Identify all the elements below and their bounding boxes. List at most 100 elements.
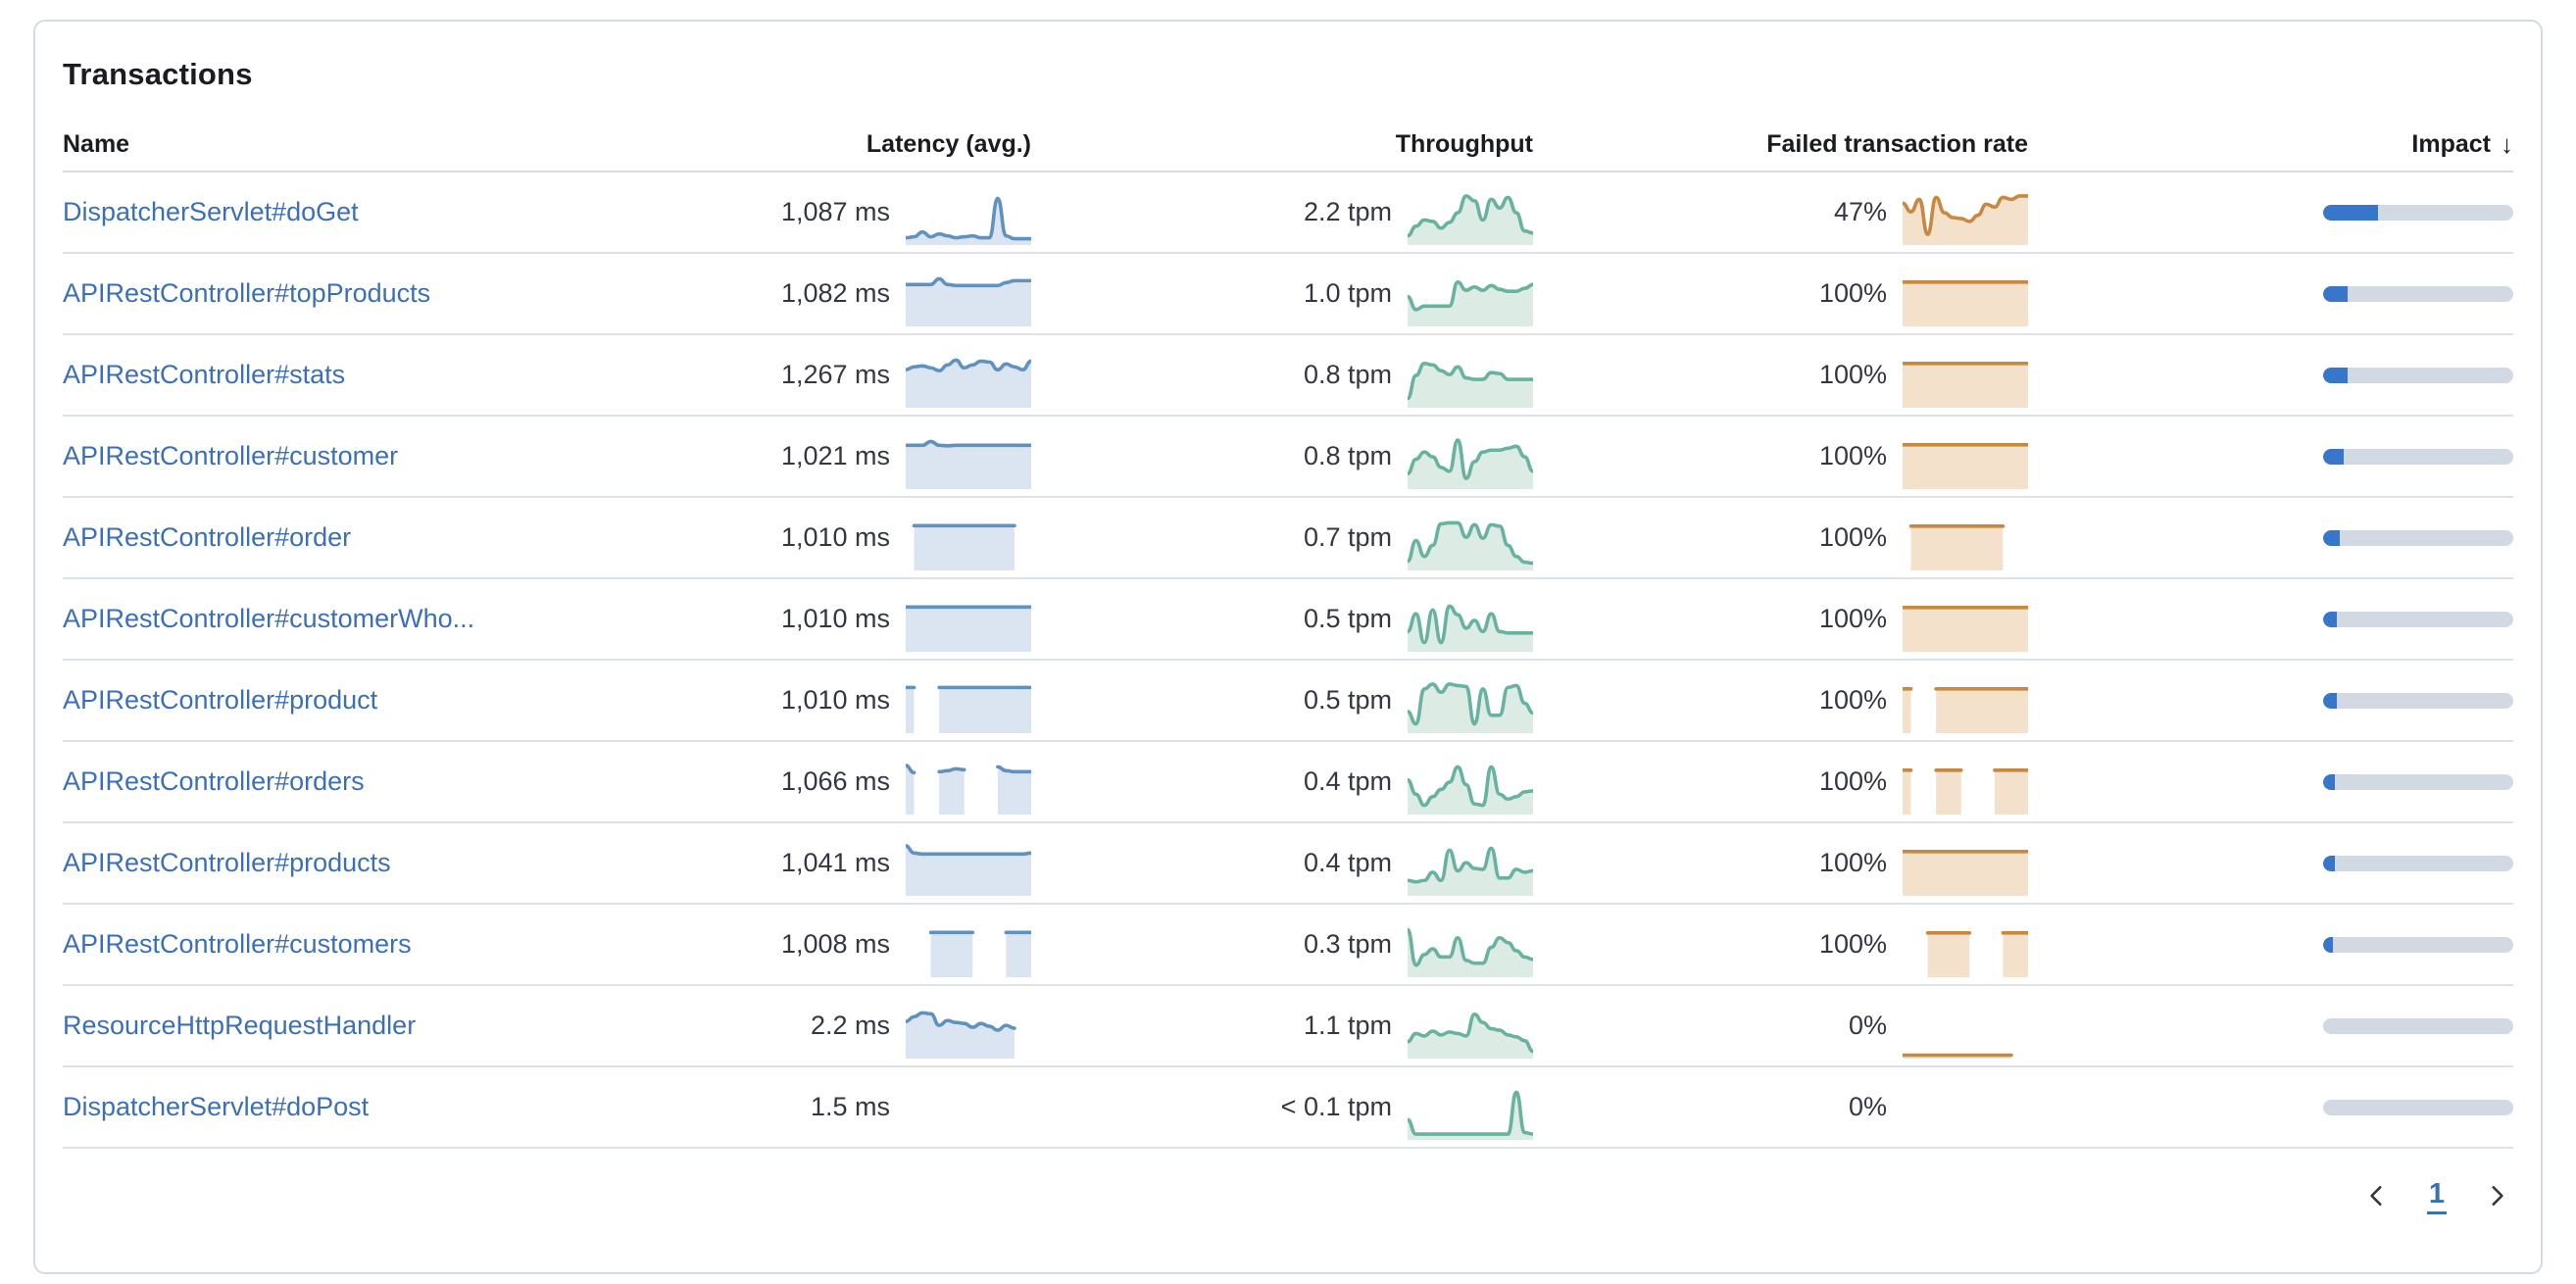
failed-rate-value: 100% — [1818, 685, 1887, 715]
transaction-link[interactable]: APIRestController#orders — [63, 766, 365, 796]
transaction-name-cell: APIRestController#stats — [63, 360, 639, 390]
latency-value: 1,041 ms — [780, 848, 890, 877]
latency-sparkline — [906, 439, 1031, 489]
latency-value: 1,021 ms — [780, 441, 890, 470]
transaction-link[interactable]: APIRestController#customers — [63, 929, 412, 959]
failed-rate-value: 100% — [1818, 929, 1887, 959]
table-row: DispatcherServlet#doPost 1.5 ms < 0.1 tpm 0… — [63, 1067, 2513, 1149]
transaction-link[interactable]: APIRestController#products — [63, 848, 391, 877]
latency-value: 1,087 ms — [780, 197, 890, 226]
impact-cell — [2028, 367, 2513, 383]
throughput-value: 0.8 tpm — [1303, 441, 1392, 470]
pagination-prev-button[interactable] — [2360, 1179, 2394, 1212]
impact-bar — [2323, 855, 2513, 871]
failed-rate-cell: 100% — [1533, 836, 2028, 896]
throughput-cell: 0.7 tpm — [1031, 511, 1533, 570]
throughput-value: 2.2 tpm — [1303, 197, 1392, 226]
impact-bar — [2323, 1099, 2513, 1115]
failed-rate-sparkline — [1903, 686, 2028, 733]
transaction-link[interactable]: DispatcherServlet#doPost — [63, 1092, 370, 1121]
panel-title: Transactions — [63, 57, 253, 91]
sort-descending-arrow-icon: ↓ — [2501, 128, 2513, 159]
impact-bar-fill — [2323, 611, 2337, 627]
pagination-page-1[interactable]: 1 — [2426, 1178, 2447, 1214]
impact-bar-fill — [2323, 285, 2349, 302]
throughput-sparkline — [1408, 927, 1533, 977]
latency-sparkline — [906, 1011, 1016, 1059]
failed-rate-cell: 100% — [1533, 673, 2028, 733]
impact-cell — [2028, 1017, 2513, 1034]
impact-cell — [2028, 692, 2513, 709]
table-row: APIRestController#customerWho... 1,010 ms… — [63, 579, 2513, 661]
impact-cell — [2028, 204, 2513, 221]
throughput-sparkline — [1408, 846, 1533, 896]
throughput-cell: < 0.1 tpm — [1031, 1080, 1533, 1140]
impact-cell — [2028, 773, 2513, 790]
impact-bar-fill — [2323, 936, 2333, 953]
column-header-name[interactable]: Name — [63, 129, 130, 158]
latency-cell: 1.5 ms — [639, 1080, 1031, 1135]
latency-value: 1,010 ms — [780, 685, 890, 715]
throughput-cell: 2.2 tpm — [1031, 185, 1533, 245]
latency-value: 1,008 ms — [780, 929, 890, 959]
chevron-right-icon — [2492, 1186, 2503, 1206]
latency-value: 1.5 ms — [810, 1092, 890, 1121]
failed-rate-sparkline — [1903, 442, 2028, 489]
throughput-sparkline — [1408, 437, 1533, 489]
table-row: APIRestController#orders 1,066 ms 0.4 tpm 1… — [63, 742, 2513, 823]
failed-rate-cell: 0% — [1533, 999, 2028, 1059]
failed-rate-sparkline — [1903, 279, 2028, 326]
throughput-cell: 0.3 tpm — [1031, 917, 1533, 977]
failed-rate-cell: 100% — [1533, 755, 2028, 815]
throughput-value: 0.7 tpm — [1303, 522, 1392, 552]
impact-cell — [2028, 936, 2513, 953]
table-row: APIRestController#product 1,010 ms 0.5 tpm… — [63, 661, 2513, 742]
column-header-throughput[interactable]: Throughput — [1395, 129, 1533, 158]
column-header-failed-rate[interactable]: Failed transaction rate — [1766, 129, 2028, 158]
impact-bar — [2323, 936, 2513, 953]
latency-cell: 2.2 ms — [639, 999, 1031, 1059]
transaction-link[interactable]: APIRestController#customerWho... — [63, 604, 475, 633]
latency-cell: 1,010 ms — [639, 511, 1031, 570]
latency-sparkline — [906, 196, 1031, 245]
column-header-impact-label: Impact — [2411, 129, 2491, 158]
table-row: APIRestController#products 1,041 ms 0.4 tp… — [63, 823, 2513, 905]
transaction-name-cell: DispatcherServlet#doPost — [63, 1092, 639, 1122]
impact-bar-fill — [2323, 204, 2379, 221]
transaction-link[interactable]: APIRestController#customer — [63, 441, 399, 470]
column-header-latency[interactable]: Latency (avg.) — [866, 129, 1031, 158]
failed-rate-value: 0% — [1848, 1092, 1887, 1121]
impact-cell — [2028, 285, 2513, 302]
failed-rate-sparkline — [1903, 605, 2028, 652]
latency-cell: 1,066 ms — [639, 755, 1031, 815]
transaction-link[interactable]: APIRestController#order — [63, 522, 352, 552]
throughput-cell: 0.5 tpm — [1031, 673, 1533, 733]
latency-cell: 1,021 ms — [639, 429, 1031, 489]
transaction-link[interactable]: APIRestController#product — [63, 685, 378, 715]
throughput-value: 0.5 tpm — [1303, 604, 1392, 633]
transaction-link[interactable]: ResourceHttpRequestHandler — [63, 1011, 417, 1040]
failed-rate-value: 100% — [1818, 360, 1887, 389]
pagination-next-button[interactable] — [2480, 1179, 2513, 1212]
table-row: ResourceHttpRequestHandler 2.2 ms 1.1 tpm 0… — [63, 986, 2513, 1067]
latency-cell: 1,041 ms — [639, 836, 1031, 896]
transaction-link[interactable]: APIRestController#stats — [63, 360, 346, 389]
column-header-impact[interactable]: Impact ↓ — [2028, 129, 2513, 160]
throughput-sparkline — [1408, 681, 1533, 733]
throughput-value: 1.1 tpm — [1303, 1011, 1392, 1040]
throughput-value: 0.8 tpm — [1303, 360, 1392, 389]
failed-rate-sparkline — [1925, 930, 2028, 977]
failed-rate-cell: 100% — [1533, 917, 2028, 977]
failed-rate-value: 100% — [1818, 522, 1887, 552]
transaction-link[interactable]: APIRestController#topProducts — [63, 278, 431, 308]
failed-rate-sparkline — [1903, 1053, 2013, 1059]
transaction-link[interactable]: DispatcherServlet#doGet — [63, 197, 359, 226]
throughput-sparkline — [1408, 1012, 1533, 1059]
latency-cell: 1,008 ms — [639, 917, 1031, 977]
failed-rate-sparkline — [1903, 1085, 2028, 1140]
transaction-name-cell: APIRestController#order — [63, 522, 639, 553]
impact-bar — [2323, 448, 2513, 465]
impact-bar — [2323, 285, 2513, 302]
failed-rate-cell: 100% — [1533, 429, 2028, 489]
failed-rate-value: 0% — [1848, 1011, 1887, 1040]
